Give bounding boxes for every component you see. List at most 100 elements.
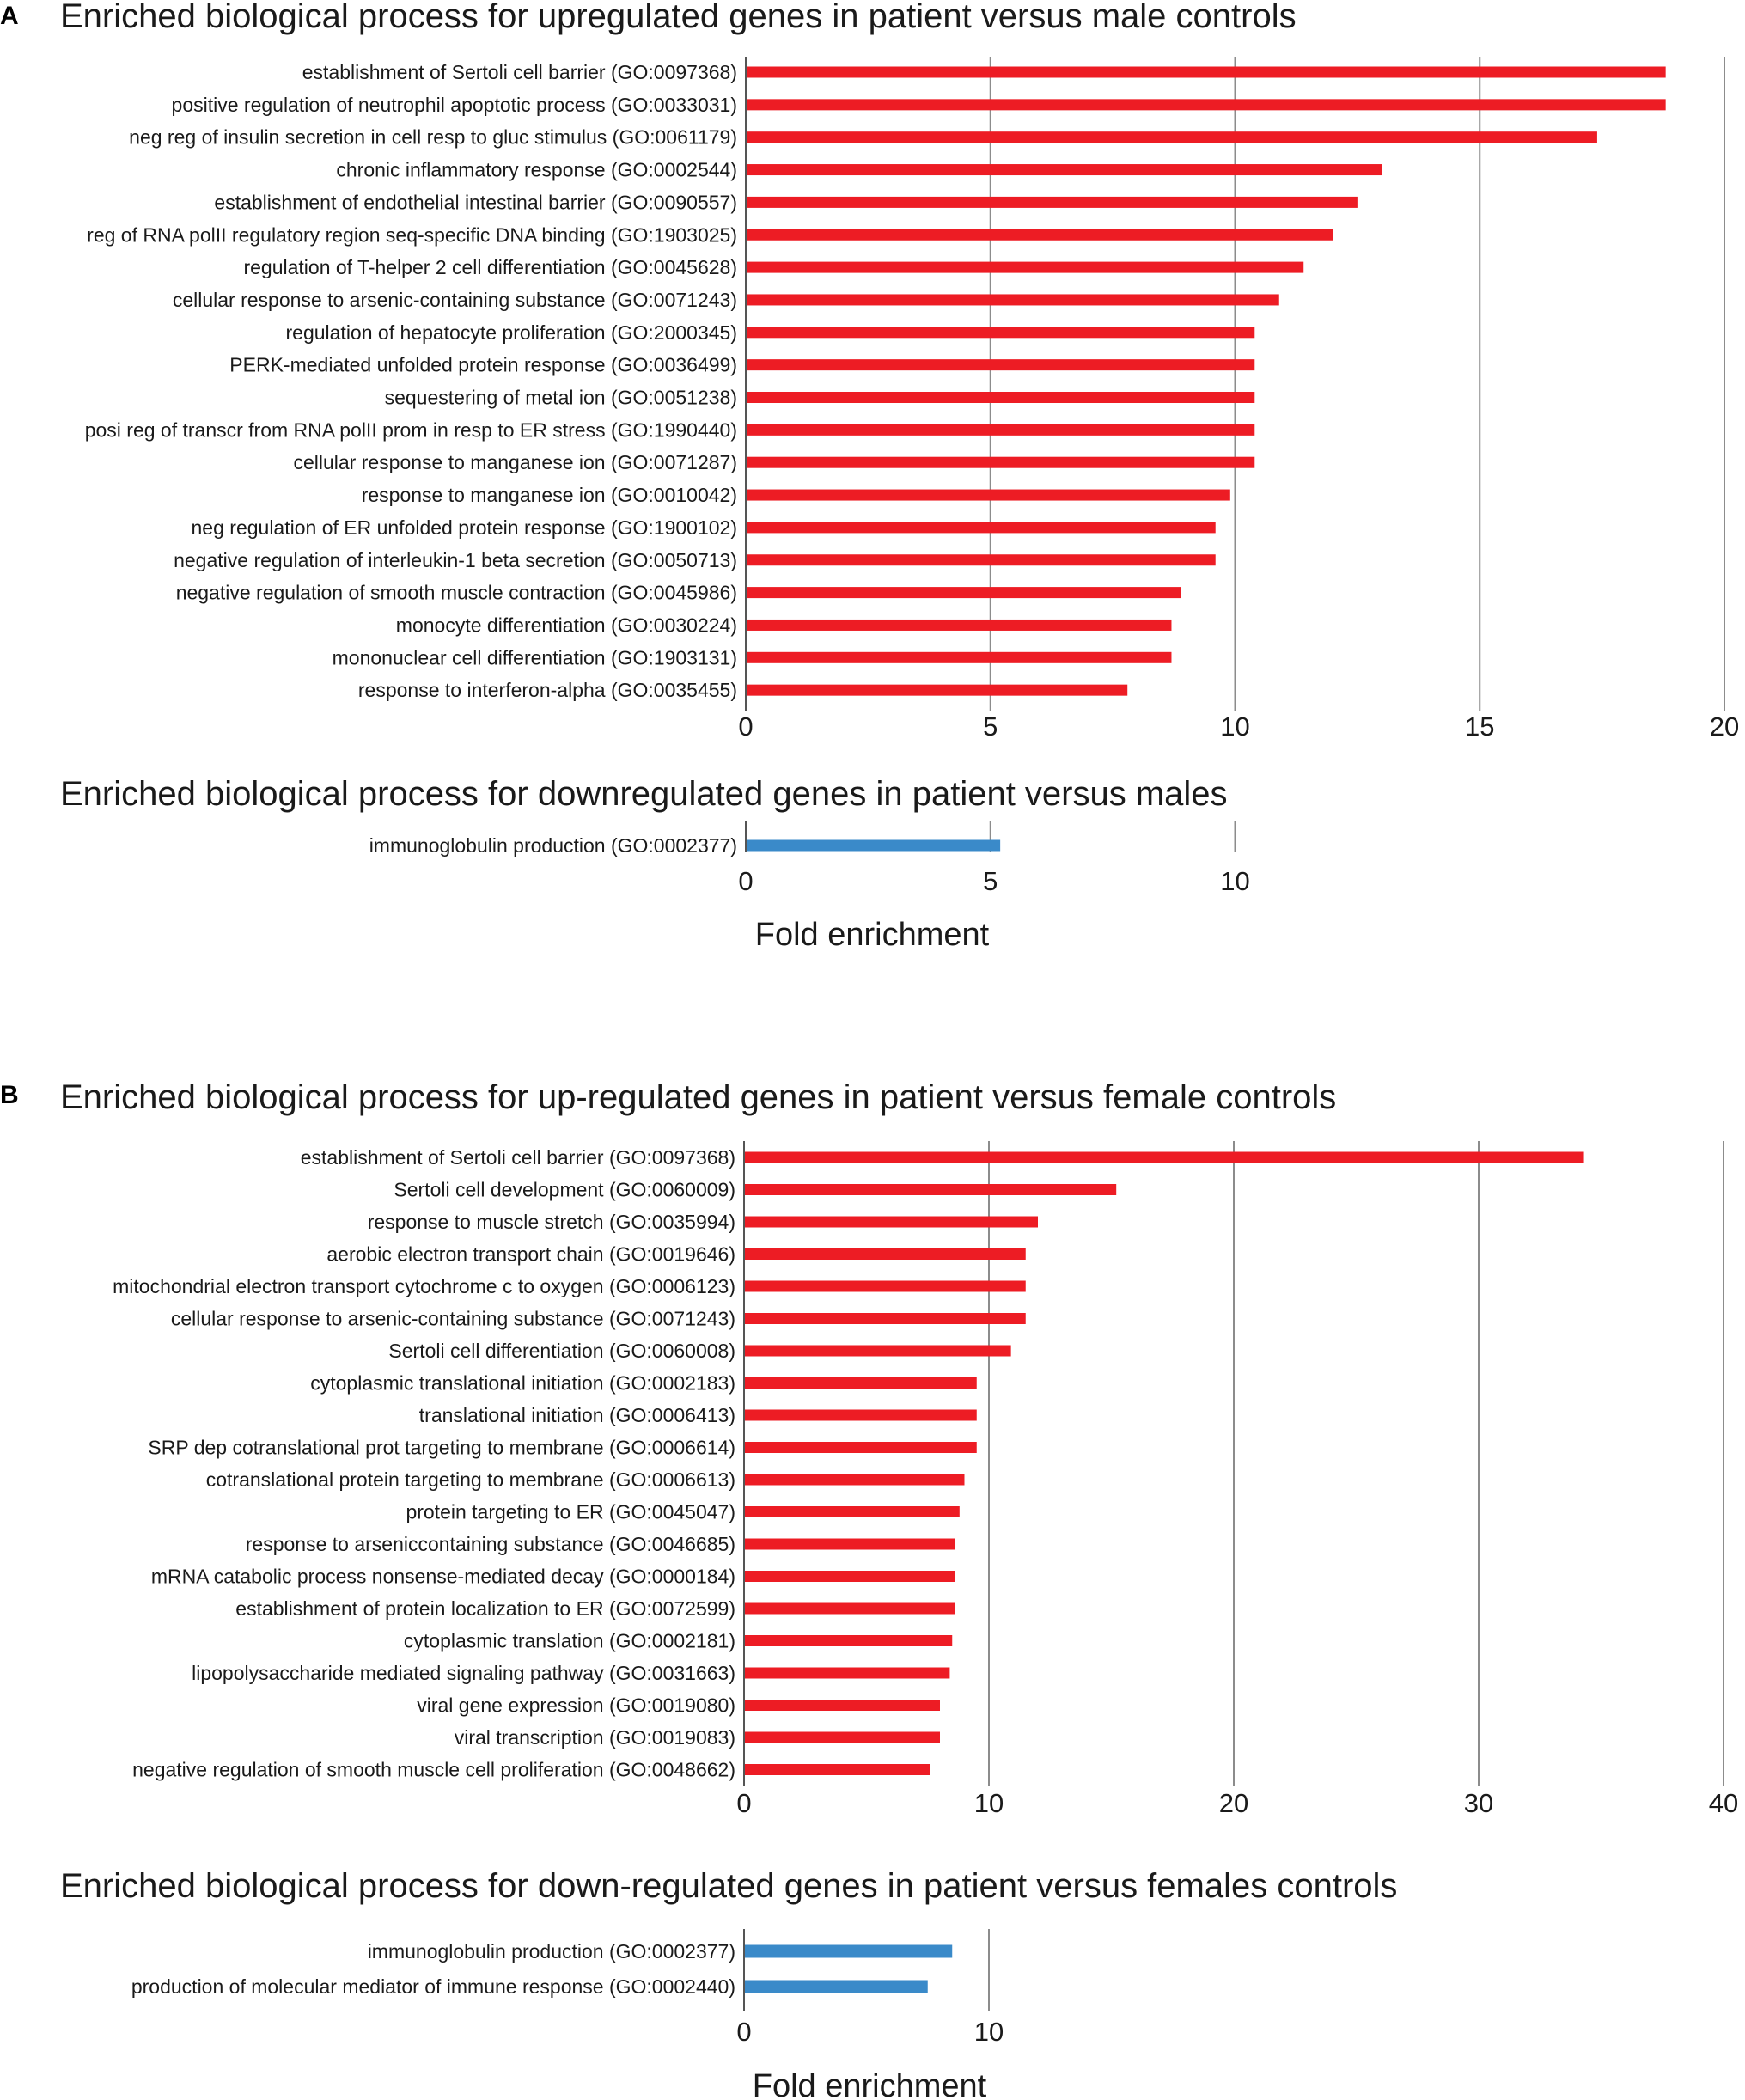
category-label: lipopolysaccharide mediated signaling pa…: [192, 1662, 735, 1684]
bar: [745, 1377, 977, 1389]
x-tick-label: 0: [738, 711, 753, 742]
chart-title: Enriched biological process for down-reg…: [60, 1867, 1397, 1905]
x-tick-label: 40: [1709, 1788, 1738, 1818]
bar: [745, 1280, 1026, 1292]
x-tick-label: 0: [736, 2017, 751, 2047]
x-tick-label: 0: [738, 866, 753, 896]
category-label: negative regulation of smooth muscle con…: [176, 582, 737, 604]
chart-panel-1: A Enriched biological process for upregul…: [0, 0, 1739, 742]
category-label: viral transcription (GO:0019083): [455, 1726, 735, 1749]
bar: [745, 1313, 1026, 1324]
bar: [745, 1474, 965, 1486]
category-label: response to interferon-alpha (GO:0035455…: [358, 679, 737, 701]
bar: [745, 1731, 940, 1743]
x-axis-label: Fold enrichment: [755, 917, 990, 953]
category-label: translational initiation (GO:0006413): [419, 1404, 735, 1426]
category-label: aerobic electron transport chain (GO:001…: [326, 1243, 735, 1266]
category-label: mRNA catabolic process nonsense-mediated…: [151, 1566, 735, 1588]
bar: [745, 1635, 953, 1646]
bar: [747, 131, 1597, 143]
x-tick-label: 15: [1465, 711, 1494, 742]
category-label: sequestering of metal ion (GO:0051238): [385, 387, 737, 409]
category-label: negative regulation of smooth muscle cel…: [132, 1759, 735, 1781]
bar: [745, 1602, 955, 1615]
bar: [747, 359, 1255, 371]
category-label: cytoplasmic translation (GO:0002181): [404, 1630, 735, 1652]
bar: [747, 456, 1255, 468]
bar: [747, 196, 1358, 208]
bar: [747, 684, 1128, 696]
category-label: regulation of hepatocyte proliferation (…: [286, 321, 738, 344]
x-axis-label: Fold enrichment: [753, 2068, 987, 2100]
bar: [745, 1248, 1026, 1260]
bar: [745, 1506, 960, 1517]
bar: [745, 1184, 1117, 1195]
bar: [745, 1442, 977, 1453]
category-label: cellular response to arsenic-containing …: [171, 1308, 735, 1330]
category-label: regulation of T-helper 2 cell differenti…: [243, 256, 737, 278]
bar: [745, 1409, 977, 1421]
chart-panel-2: Enriched biological process for downregu…: [60, 775, 1250, 953]
bar: [747, 587, 1181, 599]
bar: [745, 1764, 930, 1775]
x-tick-label: 10: [974, 2017, 1004, 2047]
x-tick-label: 10: [974, 1788, 1004, 1818]
bar: [747, 619, 1172, 631]
chart-title: Enriched biological process for up-regul…: [60, 1078, 1336, 1116]
x-tick-label: 5: [983, 711, 998, 742]
chart-panel-3: B Enriched biological process for up-regu…: [0, 1078, 1738, 1818]
category-label: cytoplasmic translational initiation (GO…: [310, 1372, 735, 1395]
bar: [747, 522, 1216, 534]
category-label: PERK-mediated unfolded protein response …: [229, 354, 737, 376]
category-label: immunoglobulin production (GO:0002377): [368, 1940, 735, 1963]
x-tick-label: 20: [1219, 1788, 1248, 1818]
bar: [747, 424, 1255, 436]
bar: [747, 261, 1304, 273]
bar: [745, 1944, 953, 1958]
bar: [747, 229, 1333, 241]
category-label: establishment of Sertoli cell barrier (G…: [301, 1146, 735, 1169]
bar: [745, 1667, 950, 1679]
x-tick-label: 20: [1710, 711, 1739, 742]
x-tick-label: 5: [983, 866, 998, 896]
category-label: posi reg of transcr from RNA polII prom …: [85, 418, 737, 441]
category-label: viral gene expression (GO:0019080): [417, 1694, 735, 1717]
bar: [745, 1216, 1038, 1228]
x-tick-label: 10: [1220, 866, 1249, 896]
bar: [747, 839, 1001, 852]
bar: [747, 392, 1255, 403]
category-label: positive regulation of neutrophil apopto…: [172, 94, 737, 116]
category-label: SRP dep cotranslational prot targeting t…: [148, 1437, 735, 1459]
category-label: protein targeting to ER (GO:0045047): [406, 1501, 735, 1523]
category-label: establishment of endothelial intestinal …: [214, 191, 737, 213]
category-label: immunoglobulin production (GO:0002377): [369, 834, 737, 857]
x-tick-label: 0: [736, 1788, 751, 1818]
bar: [745, 1345, 1011, 1357]
category-label: neg regulation of ER unfolded protein re…: [192, 516, 737, 539]
bar: [747, 164, 1382, 176]
x-tick-label: 10: [1220, 711, 1249, 742]
category-label: reg of RNA polII regulatory region seq-s…: [87, 223, 737, 246]
bar: [745, 1151, 1584, 1163]
bar: [747, 327, 1255, 339]
category-label: production of molecular mediator of immu…: [131, 1975, 735, 1998]
bar: [747, 651, 1172, 663]
category-label: cellular response to manganese ion (GO:0…: [293, 451, 737, 473]
bar: [747, 294, 1279, 306]
bar: [745, 1571, 955, 1582]
category-label: response to muscle stretch (GO:0035994): [368, 1211, 735, 1233]
category-label: mononuclear cell differentiation (GO:190…: [333, 646, 737, 668]
category-label: neg reg of insulin secretion in cell res…: [129, 126, 737, 149]
category-label: Sertoli cell development (GO:0060009): [394, 1179, 735, 1201]
category-label: cotranslational protein targeting to mem…: [206, 1468, 735, 1491]
category-label: negative regulation of interleukin-1 bet…: [174, 549, 737, 571]
category-label: response to arseniccontaining substance …: [246, 1533, 735, 1555]
bar: [747, 489, 1230, 501]
category-label: monocyte differentiation (GO:0030224): [396, 614, 737, 636]
bar: [747, 66, 1666, 78]
bar: [745, 1538, 955, 1550]
panel-letter: B: [0, 1081, 19, 1109]
category-label: chronic inflammatory response (GO:000254…: [336, 159, 737, 181]
category-label: establishment of Sertoli cell barrier (G…: [302, 61, 737, 83]
